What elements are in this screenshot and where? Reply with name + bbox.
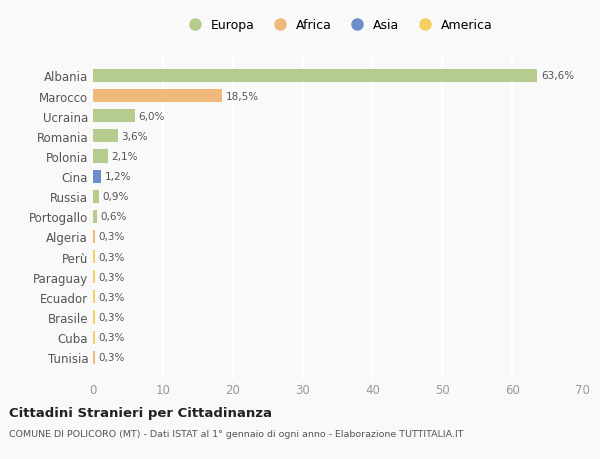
Bar <box>93 130 118 143</box>
Text: 2,1%: 2,1% <box>111 151 137 162</box>
Text: 6,0%: 6,0% <box>139 112 165 122</box>
Bar <box>93 190 99 203</box>
Text: 0,3%: 0,3% <box>98 292 125 302</box>
Bar <box>93 210 97 224</box>
Text: 0,3%: 0,3% <box>98 353 125 363</box>
Text: 63,6%: 63,6% <box>541 71 574 81</box>
Bar <box>93 351 95 364</box>
Bar <box>93 271 95 284</box>
Bar <box>93 230 95 243</box>
Text: 0,3%: 0,3% <box>98 232 125 242</box>
Text: 18,5%: 18,5% <box>226 91 259 101</box>
Bar <box>93 110 135 123</box>
Bar <box>93 70 537 83</box>
Bar <box>93 251 95 263</box>
Text: 0,6%: 0,6% <box>101 212 127 222</box>
Text: 3,6%: 3,6% <box>122 132 148 141</box>
Legend: Europa, Africa, Asia, America: Europa, Africa, Asia, America <box>182 19 493 32</box>
Text: Cittadini Stranieri per Cittadinanza: Cittadini Stranieri per Cittadinanza <box>9 406 272 419</box>
Text: 0,3%: 0,3% <box>98 332 125 342</box>
Bar <box>93 170 101 183</box>
Bar <box>93 291 95 304</box>
Bar <box>93 311 95 324</box>
Text: 0,9%: 0,9% <box>103 192 129 202</box>
Bar <box>93 331 95 344</box>
Text: 1,2%: 1,2% <box>105 172 131 182</box>
Text: 0,3%: 0,3% <box>98 312 125 322</box>
Text: 0,3%: 0,3% <box>98 252 125 262</box>
Text: 0,3%: 0,3% <box>98 272 125 282</box>
Bar <box>93 90 222 103</box>
Text: COMUNE DI POLICORO (MT) - Dati ISTAT al 1° gennaio di ogni anno - Elaborazione T: COMUNE DI POLICORO (MT) - Dati ISTAT al … <box>9 429 464 438</box>
Bar <box>93 150 107 163</box>
